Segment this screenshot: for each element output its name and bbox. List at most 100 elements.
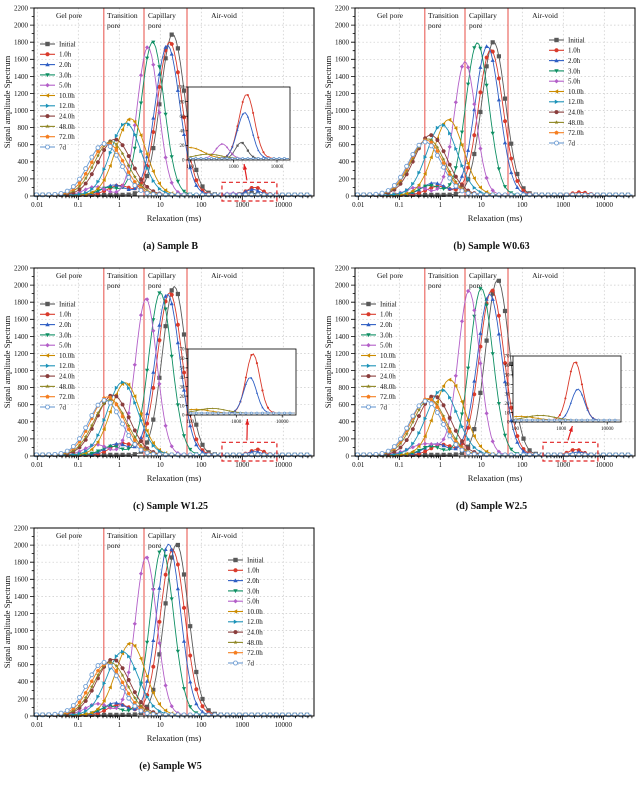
y-tick-label: 200 <box>339 175 350 183</box>
y-tick-label: 1000 <box>14 627 29 635</box>
pore-region-labels: Gel pore TransitionporeCapillaryporeAir-v… <box>56 531 237 550</box>
series-curves <box>34 32 312 198</box>
x-tick-label: 100 <box>196 461 207 469</box>
x-tick-label: 100 <box>517 461 528 469</box>
y-tick-label: 1200 <box>335 90 350 98</box>
x-tick-label: 1000 <box>235 461 250 469</box>
region-label: Capillary <box>148 271 176 280</box>
y-axis-title: Signal amplitude Spectrum <box>2 575 12 668</box>
y-tick-label: 1000 <box>14 107 29 115</box>
inset-y-tick-label: 50 <box>180 367 186 372</box>
y-tick-label: 2200 <box>335 4 350 12</box>
region-label: Air-void <box>532 11 558 20</box>
pore-region-labels: Gel pore TransitionporeCapillaryporeAir-v… <box>377 11 558 30</box>
inset-y-tick-label: 20 <box>180 395 186 400</box>
series-Initial <box>34 542 312 717</box>
inset-y-tick-label: 60 <box>180 115 186 120</box>
y-tick-label: 2000 <box>335 281 350 289</box>
legend-label: 1.0h <box>59 51 72 59</box>
x-tick-label: 0.01 <box>352 461 365 469</box>
x-tick-label: 1000 <box>556 461 571 469</box>
y-tick-label: 1800 <box>14 39 29 47</box>
region-label: pore <box>107 281 121 290</box>
legend-label: 5.0h <box>59 82 72 90</box>
y-tick-label: 1800 <box>335 39 350 47</box>
x-tick-label: 0.01 <box>352 201 365 209</box>
legend-label: 1.0h <box>247 567 260 575</box>
y-tick-label: 1800 <box>335 299 350 307</box>
region-label: Capillary <box>469 271 497 280</box>
legend-label: 2.0h <box>247 577 260 585</box>
legend-label: 2.0h <box>59 61 72 69</box>
y-tick-label: 600 <box>18 661 29 669</box>
zoom-arrowhead <box>243 164 248 170</box>
legend-label: 3.0h <box>59 71 72 79</box>
legend-label: 7d <box>59 403 67 411</box>
x-axis-title: Relaxation (ms) <box>468 473 523 483</box>
x-tick-label: 10 <box>157 461 165 469</box>
x-tick-label: 1 <box>439 201 443 209</box>
region-label: Gel pore <box>377 271 404 280</box>
inset-x-tick-label: 10000 <box>271 165 284 170</box>
axes: 0.01 0.1 1 10 100 1000 10000020040060080010001… <box>323 264 634 483</box>
legend-label: 2.0h <box>59 321 72 329</box>
inset-x-tick-label: 100 <box>186 165 194 170</box>
legend-label: 24.0h <box>59 373 75 381</box>
y-tick-label: 0 <box>25 712 29 720</box>
region-label: Gel pore <box>56 11 83 20</box>
region-label: pore <box>148 281 162 290</box>
y-tick-label: 600 <box>18 141 29 149</box>
inset-x-tick-label: 100 <box>187 420 195 425</box>
chart-sample-w25: Gel pore TransitionporeCapillaryporeAir-v… <box>323 264 636 483</box>
y-tick-label: 400 <box>18 158 29 166</box>
subplot-e-cell: Gel pore Transition pore Capillary pore Air-v… <box>0 520 321 785</box>
y-tick-label: 600 <box>339 401 350 409</box>
legend-label: 72.0h <box>59 393 75 401</box>
region-label: pore <box>428 281 442 290</box>
inset-y-tick-label: 70 <box>180 348 186 353</box>
zoom-arrowhead <box>245 419 250 425</box>
y-tick-label: 2200 <box>14 264 29 272</box>
region-label: Transition <box>107 11 138 20</box>
inset-y-tick-label: 40 <box>180 130 186 135</box>
region-label: Air-void <box>532 271 558 280</box>
legend-label: 12.0h <box>568 98 584 106</box>
region-label: Capillary <box>148 11 176 20</box>
legend-label: 1.0h <box>59 311 72 319</box>
x-tick-label: 0.1 <box>74 721 83 729</box>
region-label: pore <box>469 281 483 290</box>
y-tick-label: 800 <box>339 384 350 392</box>
series-curves <box>355 40 633 198</box>
legend-label: 7d <box>59 143 67 151</box>
x-tick-label: 1000 <box>235 721 250 729</box>
y-tick-label: 800 <box>18 384 29 392</box>
series-12.0h <box>355 123 633 197</box>
y-axis-title: Signal amplitude Spectrum <box>323 315 333 408</box>
region-label: Transition <box>107 531 138 540</box>
region-label: Air-void <box>211 271 237 280</box>
y-tick-label: 800 <box>18 124 29 132</box>
inset-y-tick-label: 0 <box>182 159 185 164</box>
inset-y-tick-label: 10 <box>180 404 186 409</box>
series-5.0h <box>355 61 633 197</box>
legend-label: 12.0h <box>59 102 75 110</box>
x-tick-label: 100 <box>196 721 207 729</box>
x-axis-title: Relaxation (ms) <box>147 733 202 743</box>
y-tick-label: 1400 <box>14 73 29 81</box>
inset-y-tick-label: 10 <box>505 411 511 416</box>
x-axis-title: Relaxation (ms) <box>147 213 202 223</box>
pore-region-labels: Gel pore TransitionporeCapillaryporeAir-v… <box>56 11 237 30</box>
y-tick-label: 1400 <box>335 333 350 341</box>
pore-boundary-lines <box>103 8 188 196</box>
region-label: Capillary <box>469 11 497 20</box>
legend-label: 7d <box>568 139 576 147</box>
region-label: Gel pore <box>56 271 83 280</box>
legend-label: Initial <box>59 300 76 308</box>
legend-label: 12.0h <box>59 362 75 370</box>
legend-label: Initial <box>568 36 585 44</box>
x-tick-label: 1 <box>118 201 122 209</box>
y-tick-label: 200 <box>18 435 29 443</box>
series-curves <box>355 278 633 458</box>
region-label: pore <box>469 21 483 30</box>
legend-label: 24.0h <box>247 629 263 637</box>
